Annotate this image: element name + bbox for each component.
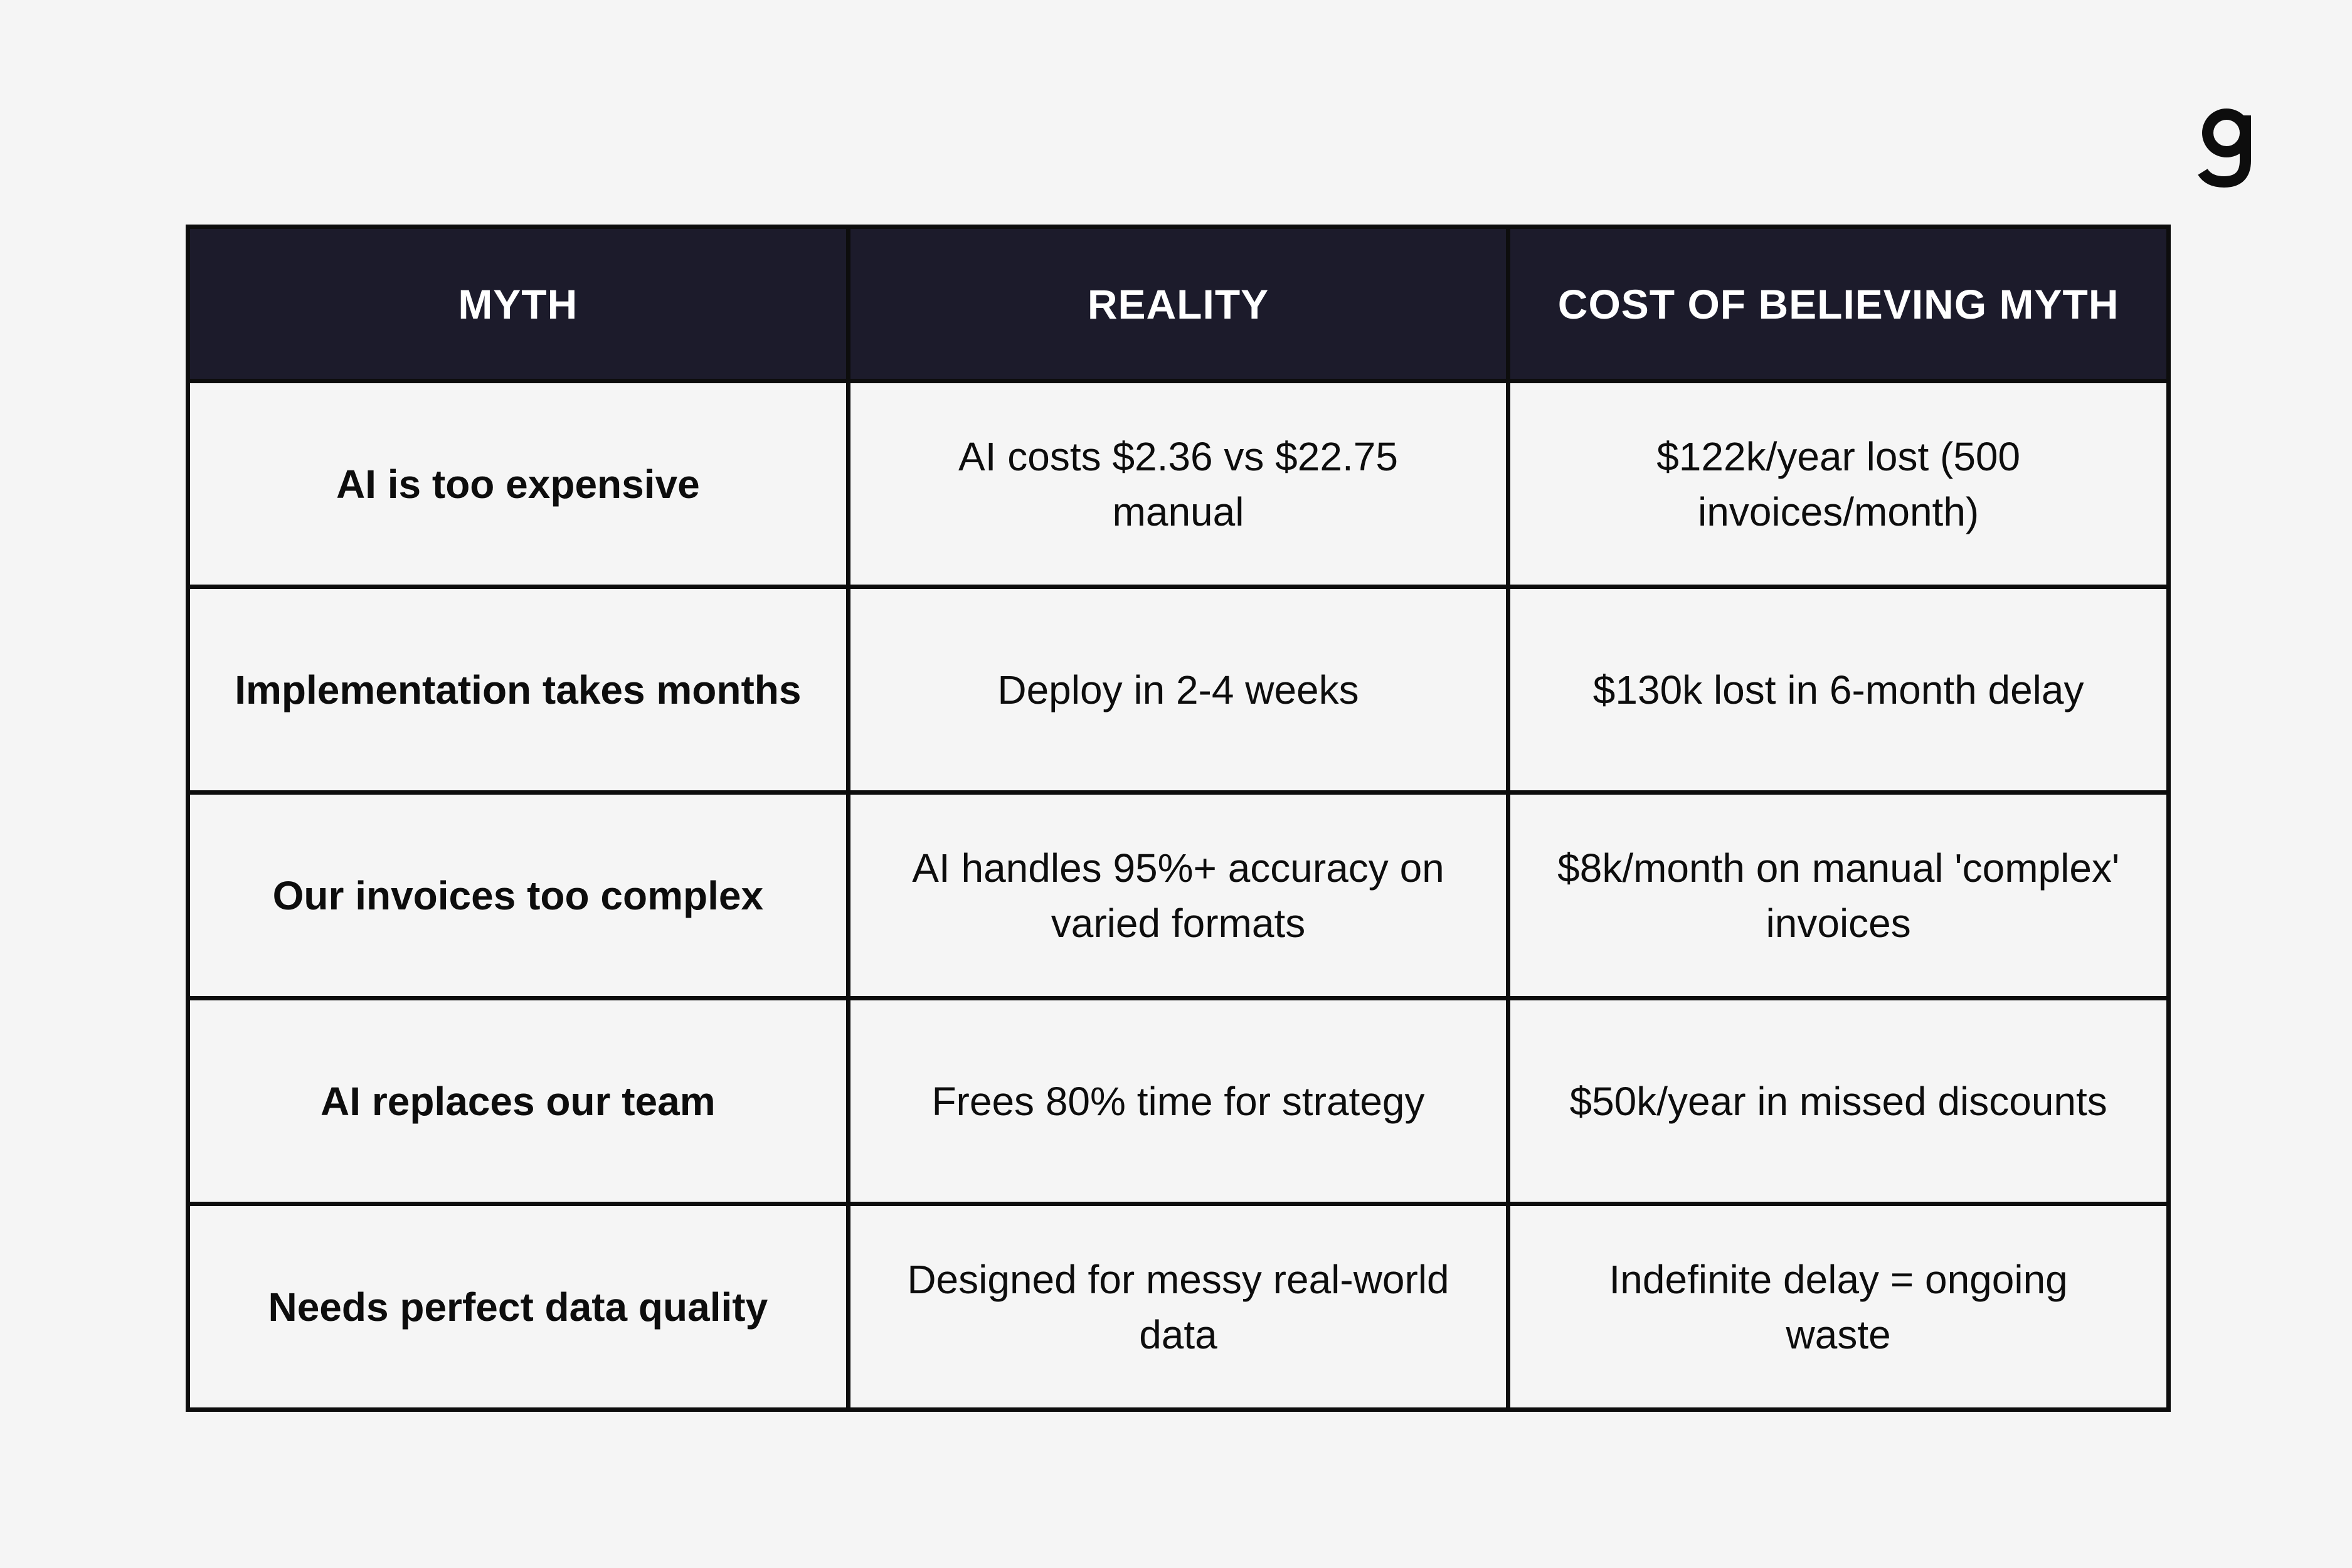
myth-cell: Implementation takes months (186, 585, 850, 795)
table-row: AI is too expensive AI costs $2.36 vs $2… (186, 379, 2171, 589)
myth-cell: Our invoices too complex (186, 790, 850, 1000)
table-body: AI is too expensive AI costs $2.36 vs $2… (186, 379, 2171, 1412)
reality-cell: AI costs $2.36 vs $22.75 manual (845, 379, 1511, 589)
table-row: Needs perfect data quality Designed for … (186, 1202, 2171, 1412)
reality-cell: Deploy in 2-4 weeks (845, 585, 1511, 795)
cost-cell: $122k/year lost (500 invoices/month) (1506, 379, 2171, 589)
myth-cell: AI replaces our team (186, 996, 850, 1206)
myth-cell: AI is too expensive (186, 379, 850, 589)
header-row: MYTH REALITY COST OF BELIEVING MYTH (186, 225, 2171, 383)
table-row: Our invoices too complex AI handles 95%+… (186, 790, 2171, 1000)
cost-cell: $8k/month on manual 'complex' invoices (1506, 790, 2171, 1000)
myth-cell: Needs perfect data quality (186, 1202, 850, 1412)
reality-cell: Designed for messy real-world data (845, 1202, 1511, 1412)
reality-cell: Frees 80% time for strategy (845, 996, 1511, 1206)
g-logo-icon (2195, 107, 2258, 188)
header-reality: REALITY (845, 225, 1511, 383)
table-row: AI replaces our team Frees 80% time for … (186, 996, 2171, 1206)
reality-cell: AI handles 95%+ accuracy on varied forma… (845, 790, 1511, 1000)
table-row: Implementation takes months Deploy in 2-… (186, 585, 2171, 795)
myth-reality-table: MYTH REALITY COST OF BELIEVING MYTH AI i… (186, 225, 2171, 1412)
cost-cell: $130k lost in 6-month delay (1506, 585, 2171, 795)
cost-cell: Indefinite delay = ongoing waste (1506, 1202, 2171, 1412)
header-cost-of-believing-myth: COST OF BELIEVING MYTH (1506, 225, 2171, 383)
table-header: MYTH REALITY COST OF BELIEVING MYTH (186, 225, 2171, 383)
header-myth: MYTH (186, 225, 850, 383)
cost-cell: $50k/year in missed discounts (1506, 996, 2171, 1206)
